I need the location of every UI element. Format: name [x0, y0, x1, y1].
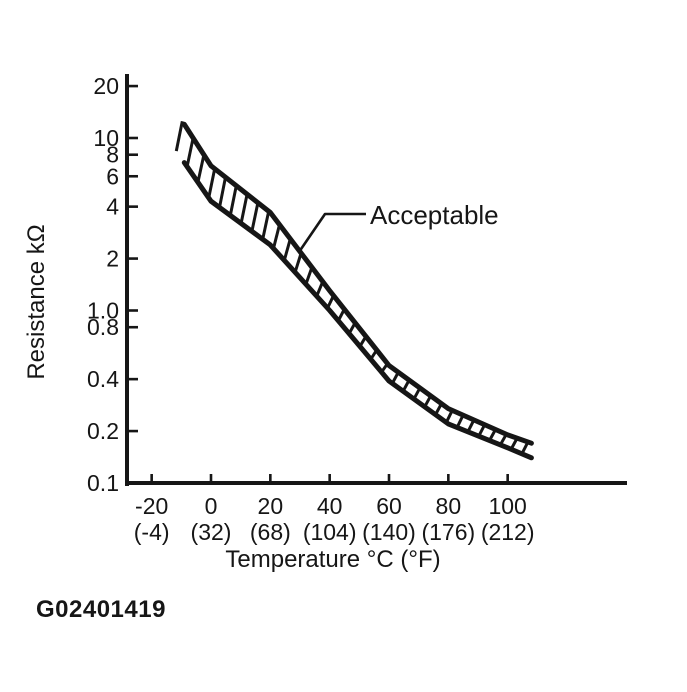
band-hatch-line	[261, 210, 271, 240]
band-hatch-line	[239, 193, 249, 224]
acceptable-band-lower-curve	[181, 160, 534, 461]
x-tick-label-celsius: -20	[135, 493, 168, 519]
y-tick-label: 8	[106, 142, 119, 168]
acceptable-annotation-label: Acceptable	[370, 200, 499, 230]
x-tick-label-celsius: 40	[317, 493, 343, 519]
x-tick-label-fahrenheit: (68)	[250, 519, 291, 545]
y-tick-label: 10	[93, 125, 119, 151]
band-hatch-line	[304, 266, 314, 285]
band-hatch-line	[218, 176, 227, 208]
band-hatch-line	[185, 137, 195, 167]
acceptable-band-upper-curve	[181, 121, 534, 446]
x-tick-label-fahrenheit: (104)	[303, 519, 357, 545]
y-tick-label: 20	[93, 73, 119, 99]
x-tick-label-celsius: 100	[488, 493, 526, 519]
y-tick-label: 4	[106, 194, 119, 220]
band-hatch-line	[228, 185, 238, 216]
y-tick-label: 6	[106, 163, 119, 189]
x-tick-label-fahrenheit: (32)	[191, 519, 232, 545]
band-hatch-line	[282, 238, 292, 261]
x-tick-label-fahrenheit: (-4)	[134, 519, 170, 545]
y-tick-label: 0.1	[87, 470, 119, 496]
band-hatch-line	[196, 154, 206, 183]
band-hatch-line	[207, 168, 217, 199]
x-tick-label-fahrenheit: (140)	[362, 519, 416, 545]
x-tick-label-fahrenheit: (212)	[481, 519, 535, 545]
x-tick-label-celsius: 60	[376, 493, 402, 519]
x-tick-label-celsius: 0	[205, 493, 218, 519]
x-axis-title: Temperature °C (°F)	[225, 546, 440, 573]
y-tick-label: 0.2	[87, 418, 119, 444]
band-hatch-line	[272, 224, 281, 249]
y-tick-label: 0.8	[87, 314, 119, 340]
y-axis-title: Resistance kΩ	[23, 224, 50, 379]
band-hatch-line	[250, 202, 260, 232]
x-tick-label-celsius: 20	[258, 493, 284, 519]
figure-code: G02401419	[36, 596, 166, 623]
band-hatch-line	[293, 252, 303, 273]
y-tick-label: 2	[106, 246, 119, 272]
y-tick-label: 1.0	[87, 298, 119, 324]
x-tick-label-celsius: 80	[436, 493, 462, 519]
y-tick-label: 0.4	[87, 366, 119, 392]
band-hatch-line	[174, 120, 184, 152]
acceptable-leader-line	[297, 212, 366, 253]
x-tick-label-fahrenheit: (176)	[421, 519, 475, 545]
